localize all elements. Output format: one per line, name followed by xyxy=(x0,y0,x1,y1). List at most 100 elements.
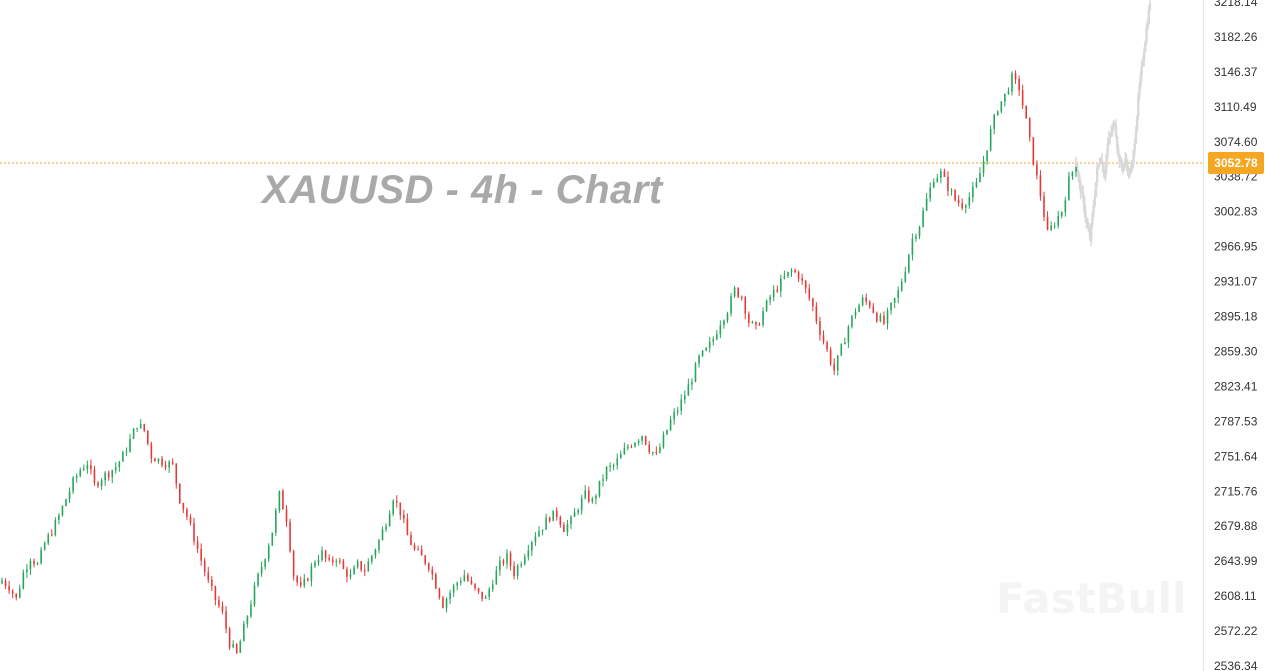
projection-series xyxy=(1074,0,1152,247)
candle-body xyxy=(538,530,540,537)
candle-body xyxy=(221,605,224,612)
candle-body xyxy=(331,559,334,563)
candle-body xyxy=(506,553,508,564)
candle-body xyxy=(1064,200,1067,212)
y-tick-label: 2643.99 xyxy=(1214,554,1258,568)
candle-body xyxy=(267,545,270,560)
candle-body xyxy=(481,591,483,599)
candle-body xyxy=(1000,101,1003,112)
candle-body xyxy=(769,297,771,301)
projection-body xyxy=(1107,137,1111,144)
candle-body xyxy=(193,523,195,542)
candle-body xyxy=(136,427,138,429)
candle-body xyxy=(456,582,459,586)
candle-body xyxy=(758,324,761,326)
candle-body xyxy=(666,429,668,435)
candle-body xyxy=(157,458,160,462)
candle-body xyxy=(716,334,718,340)
projection-body xyxy=(1134,130,1138,144)
candle-body xyxy=(349,574,352,577)
candle-body xyxy=(541,529,544,531)
projection-body xyxy=(1092,205,1095,215)
candle-body xyxy=(228,628,231,648)
candle-body xyxy=(929,187,931,199)
candle-body xyxy=(161,458,163,466)
candle-body xyxy=(250,604,252,617)
candle-body xyxy=(122,452,124,462)
candle-body xyxy=(637,440,640,443)
candle-body xyxy=(744,297,747,314)
candle-body xyxy=(289,521,291,552)
candle-body xyxy=(1018,78,1020,91)
candle-body xyxy=(1050,225,1052,230)
candle-body xyxy=(730,296,732,314)
candle-body xyxy=(762,311,764,325)
candle-body xyxy=(619,454,622,459)
projection-body xyxy=(1098,163,1101,166)
candle-body xyxy=(748,313,750,323)
candle-body xyxy=(1036,164,1038,176)
candlestick-series xyxy=(1,70,1077,655)
candle-body xyxy=(872,306,875,313)
projection-body xyxy=(1084,210,1087,218)
candle-body xyxy=(531,542,533,551)
candle-body xyxy=(954,190,956,201)
candle-body xyxy=(812,298,814,307)
candle-body xyxy=(964,205,967,209)
y-tick-label: 2536.34 xyxy=(1214,659,1258,671)
candle-body xyxy=(598,480,601,496)
candle-body xyxy=(100,480,103,486)
projection-body xyxy=(1093,196,1096,206)
candle-body xyxy=(897,290,899,298)
candle-body xyxy=(11,590,14,594)
projection-body xyxy=(1111,126,1114,132)
candle-body xyxy=(555,510,558,518)
candle-body xyxy=(474,583,476,589)
projection-body xyxy=(1131,163,1134,167)
candle-body xyxy=(29,560,32,570)
candle-body xyxy=(765,300,768,312)
candle-body xyxy=(755,321,757,325)
y-tick-label: 2787.53 xyxy=(1214,414,1258,428)
candle-body xyxy=(925,198,928,211)
projection-body xyxy=(1110,131,1113,135)
candle-body xyxy=(417,549,419,551)
candle-body xyxy=(54,519,57,536)
projection-body xyxy=(1130,166,1133,173)
candle-body xyxy=(399,502,402,515)
candle-body xyxy=(356,561,359,568)
candle-body xyxy=(79,470,82,476)
chart-title: XAUUSD - 4h - Chart xyxy=(262,168,663,212)
candle-body xyxy=(360,561,362,570)
candle-body xyxy=(413,544,416,550)
candle-body xyxy=(680,399,683,411)
y-tick-label: 2859.30 xyxy=(1214,344,1258,358)
candle-body xyxy=(534,536,537,543)
y-tick-label: 3002.83 xyxy=(1214,205,1258,219)
candle-body xyxy=(694,363,697,382)
projection-body xyxy=(1141,61,1145,65)
y-tick-label: 2823.41 xyxy=(1214,379,1258,393)
candle-body xyxy=(342,561,345,569)
candle-body xyxy=(950,190,953,192)
candle-body xyxy=(235,644,238,653)
projection-body xyxy=(1118,154,1121,163)
candle-body xyxy=(861,297,864,306)
candle-body xyxy=(310,566,313,581)
candle-body xyxy=(232,644,234,648)
candle-body xyxy=(207,572,210,580)
candle-body xyxy=(406,518,409,536)
candle-body xyxy=(196,541,199,549)
candle-body xyxy=(1075,166,1077,173)
candle-body xyxy=(840,344,843,356)
candle-body xyxy=(783,276,786,279)
candle-body xyxy=(900,281,903,291)
candle-body xyxy=(115,467,117,471)
candle-body xyxy=(968,197,971,206)
candle-body xyxy=(182,502,185,510)
candle-body xyxy=(737,287,739,297)
candle-body xyxy=(132,428,135,439)
candle-body xyxy=(641,436,643,441)
